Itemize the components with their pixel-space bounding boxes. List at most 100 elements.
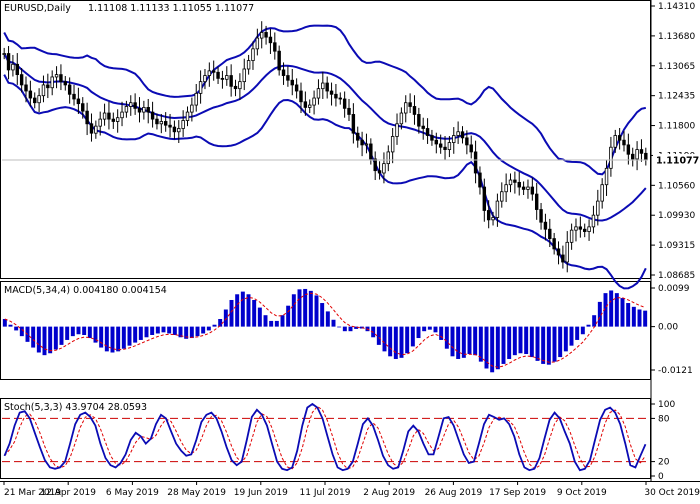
macd-histogram-bar [14, 326, 19, 331]
price-candle-body [216, 71, 220, 79]
macd-histogram-bar [342, 326, 347, 332]
price-candle-body [146, 107, 150, 113]
price-candle-body [534, 193, 539, 210]
macd-layer [2, 288, 648, 373]
macd-histogram-bar [422, 326, 427, 332]
price-candle-body [596, 200, 600, 216]
price-candle-body [72, 93, 76, 100]
price-candle-body [338, 97, 342, 100]
macd-histogram-bar [354, 326, 359, 329]
price-candle-body [115, 117, 120, 122]
x-axis-date-label: 30 Oct 2019 [644, 488, 700, 498]
x-axis-date-label: 28 May 2019 [167, 488, 226, 498]
macd-histogram-bar [59, 326, 64, 345]
macd-histogram-bar [189, 326, 194, 339]
macd-histogram-bar [99, 326, 104, 348]
macd-title: MACD(5,34,4) 0.004180 0.004154 [4, 285, 167, 296]
price-candle-body [246, 60, 251, 70]
macd-histogram-bar [70, 326, 75, 337]
macd-histogram-bar [535, 326, 540, 361]
price-candle-body [421, 125, 425, 129]
price-candle-body [447, 142, 452, 150]
price-candle-body [277, 50, 281, 71]
macd-histogram-bar [614, 293, 619, 327]
price-candle-body [142, 107, 146, 113]
price-candle-body [76, 98, 81, 105]
macd-histogram-bar [257, 307, 262, 327]
x-axis-date-label: 9 Oct 2019 [557, 488, 607, 498]
price-candle-body [46, 84, 50, 89]
macd-histogram-bar [592, 315, 597, 327]
price-candle-body [312, 97, 316, 106]
macd-histogram-bar [490, 326, 495, 373]
macd-histogram-bar [172, 326, 177, 335]
price-candle-body [495, 200, 500, 218]
price-candle-body [469, 144, 473, 153]
price-candle-body [473, 151, 478, 174]
stochastic-layer [2, 402, 648, 472]
price-candle-body [198, 81, 203, 94]
price-candle-body [290, 79, 294, 86]
price-candle-body [168, 124, 172, 128]
macd-histogram-bar [473, 326, 478, 356]
macd-histogram-bar [150, 326, 155, 335]
price-y-tick-label: 1.09930 [658, 211, 695, 221]
macd-histogram-bar [529, 326, 534, 358]
macd-histogram-bar [121, 326, 126, 349]
current-price-label: 1.11077 [656, 156, 699, 167]
price-candle-body [190, 104, 194, 113]
price-candle-body [150, 111, 155, 120]
price-candle-body [41, 84, 46, 97]
macd-histogram-bar [541, 326, 546, 364]
price-candle-body [465, 137, 469, 146]
price-candle-body [434, 139, 439, 145]
price-candle-body [203, 75, 207, 83]
price-candle-body [33, 97, 37, 104]
price-candle-body [591, 214, 596, 228]
macd-histogram-bar [331, 319, 336, 327]
macd-histogram-bar [167, 326, 172, 334]
price-candle-body [325, 82, 329, 92]
price-candle-body [111, 118, 116, 122]
price-candle-body [386, 151, 390, 165]
macd-histogram-bar [427, 326, 432, 330]
macd-histogram-bar [512, 326, 517, 356]
price-y-tick-label: 1.13065 [658, 62, 695, 72]
price-candle-body [395, 123, 399, 137]
price-candle-body [120, 111, 124, 119]
macd-histogram-bar [433, 326, 438, 333]
price-candle-body [98, 118, 102, 127]
price-candle-body [281, 69, 286, 76]
price-candle-body [543, 221, 548, 230]
macd-histogram-bar [603, 293, 608, 327]
price-candle-body [561, 254, 565, 263]
price-y-tick-label: 1.11800 [658, 122, 695, 132]
price-candle-body [530, 186, 535, 195]
price-candle-body [264, 32, 268, 38]
macd-histogram-bar [410, 326, 415, 347]
macd-histogram-bar [637, 309, 642, 327]
macd-histogram-bar [8, 324, 13, 327]
price-candle-body [517, 181, 521, 188]
price-candle-body [233, 85, 238, 90]
macd-histogram-bar [82, 326, 87, 335]
macd-histogram-bar [439, 326, 444, 340]
macd-histogram-bar [178, 326, 183, 338]
price-candle-body [617, 135, 622, 141]
price-candle-body [308, 104, 312, 108]
price-candle-body [286, 75, 290, 81]
price-candle-body [177, 128, 181, 133]
price-candle-body [211, 70, 216, 73]
macd-histogram-bar [643, 310, 648, 327]
price-candle-body [67, 84, 72, 95]
price-candle-body [347, 107, 351, 115]
price-candle-body [94, 125, 98, 134]
price-y-tick-label: 1.08685 [658, 271, 695, 281]
macd-histogram-bar [42, 326, 47, 356]
price-candle-body [316, 88, 321, 99]
price-candle-body [273, 42, 277, 52]
price-candle-body [500, 191, 504, 202]
price-candle-body [303, 101, 308, 108]
